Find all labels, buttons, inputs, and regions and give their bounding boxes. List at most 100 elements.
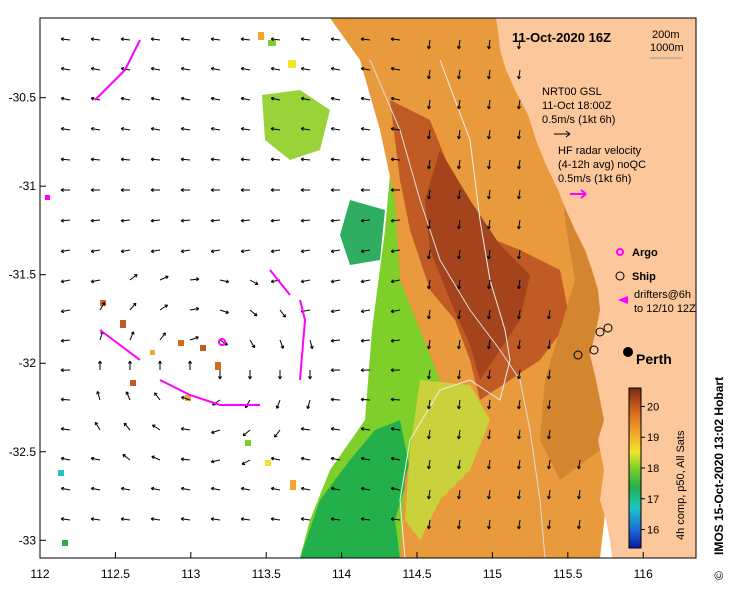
velocity-arrow-head <box>547 525 551 530</box>
velocity-arrow-head <box>577 465 581 470</box>
velocity-arrow-head <box>487 315 491 320</box>
ship-label: Ship <box>632 271 656 283</box>
velocity-arrow <box>219 339 228 346</box>
velocity-arrow <box>279 339 284 349</box>
velocity-arrow-head <box>487 75 491 80</box>
velocity-arrow <box>151 67 161 71</box>
velocity-arrow <box>458 339 461 349</box>
velocity-arrow <box>361 67 371 71</box>
y-tick-label: -32 <box>19 356 37 370</box>
velocity-arrow <box>91 67 101 71</box>
velocity-arrow-head <box>360 66 365 71</box>
velocity-arrow <box>331 518 341 521</box>
velocity-arrow-head <box>240 188 244 193</box>
velocity-arrow <box>331 339 341 342</box>
velocity-arrow-head <box>120 188 124 193</box>
velocity-arrow-head <box>60 427 65 431</box>
velocity-arrow-head <box>120 126 125 131</box>
velocity-arrow <box>301 428 311 431</box>
velocity-arrow-head <box>278 376 282 380</box>
velocity-arrow-head <box>120 218 124 223</box>
velocity-arrow <box>211 249 221 253</box>
velocity-arrow <box>391 487 401 491</box>
velocity-arrow <box>428 369 431 379</box>
velocity-arrow-head <box>306 405 311 410</box>
velocity-arrow-head <box>60 397 64 402</box>
velocity-arrow-head <box>547 345 551 350</box>
velocity-arrow <box>458 309 461 319</box>
velocity-arrow <box>578 459 581 469</box>
velocity-arrow <box>458 99 461 109</box>
velocity-arrow <box>391 518 401 521</box>
velocity-arrow-head <box>390 157 394 162</box>
colorbar-tick-label: 20 <box>647 401 659 413</box>
velocity-arrow <box>518 339 521 349</box>
velocity-arrow <box>331 67 341 71</box>
velocity-arrow <box>458 249 461 259</box>
velocity-arrow-head <box>487 375 491 380</box>
velocity-arrow <box>211 518 221 521</box>
drifter-tracks <box>94 39 307 406</box>
velocity-arrow <box>61 339 71 342</box>
velocity-arrow <box>211 429 221 434</box>
velocity-arrow-head <box>165 275 169 280</box>
velocity-arrow <box>488 279 491 289</box>
x-tick-label: 113 <box>181 567 200 581</box>
velocity-arrow <box>428 429 431 439</box>
velocity-arrow-head <box>517 435 521 440</box>
velocity-arrow <box>331 97 341 101</box>
velocity-arrow <box>180 458 191 461</box>
velocity-arrow <box>61 518 71 521</box>
velocity-arrow <box>518 249 521 259</box>
velocity-arrow-head <box>60 218 64 223</box>
velocity-arrow-head <box>150 517 155 522</box>
sst-field-green-patch <box>262 90 330 160</box>
velocity-arrow-head <box>180 249 185 254</box>
hf-legend-line3: 0.5m/s (1kt 6h) <box>558 173 631 185</box>
velocity-arrow <box>518 99 521 109</box>
velocity-arrows <box>60 37 581 530</box>
velocity-arrow <box>181 487 191 491</box>
velocity-arrow <box>360 158 371 161</box>
velocity-arrow-head <box>517 285 521 290</box>
velocity-arrow <box>91 487 101 491</box>
velocity-arrow-head <box>270 218 274 223</box>
velocity-arrow <box>361 128 371 131</box>
velocity-arrow <box>241 487 251 491</box>
velocity-arrow <box>390 398 401 401</box>
velocity-arrow-head <box>240 157 244 162</box>
velocity-arrow <box>458 159 461 169</box>
velocity-arrow-head <box>300 188 304 193</box>
velocity-arrow-head <box>360 486 365 491</box>
velocity-arrow <box>121 487 131 491</box>
velocity-arrow-head <box>547 435 551 440</box>
velocity-arrow <box>271 518 281 521</box>
velocity-arrow <box>301 67 311 71</box>
velocity-arrow-head <box>457 105 461 110</box>
velocity-arrow-head <box>240 37 245 42</box>
velocity-arrow <box>159 275 169 281</box>
velocity-arrow-head <box>517 405 521 410</box>
velocity-arrow <box>488 489 491 499</box>
velocity-arrow <box>271 128 281 131</box>
velocity-arrow-head <box>90 188 94 193</box>
velocity-arrow <box>152 424 161 431</box>
velocity-arrow-head <box>210 188 214 193</box>
velocity-arrow-head <box>210 459 215 464</box>
velocity-arrow <box>91 279 101 283</box>
velocity-arrow <box>91 128 101 131</box>
velocity-arrow <box>488 519 491 529</box>
velocity-arrow-head <box>487 135 491 140</box>
gsl-legend-line2: 11-Oct 18:00Z <box>542 100 612 112</box>
velocity-arrow <box>488 39 491 49</box>
velocity-arrow-head <box>547 375 551 380</box>
depth-legend-1000m: 1000m <box>650 42 684 54</box>
velocity-arrow-head <box>60 66 65 71</box>
velocity-arrow-head <box>390 249 395 254</box>
velocity-arrow <box>181 67 191 71</box>
velocity-arrow <box>210 158 221 161</box>
velocity-arrow <box>361 249 371 253</box>
velocity-arrow <box>212 399 221 406</box>
velocity-arrow-head <box>150 96 155 101</box>
velocity-arrow <box>180 219 191 222</box>
